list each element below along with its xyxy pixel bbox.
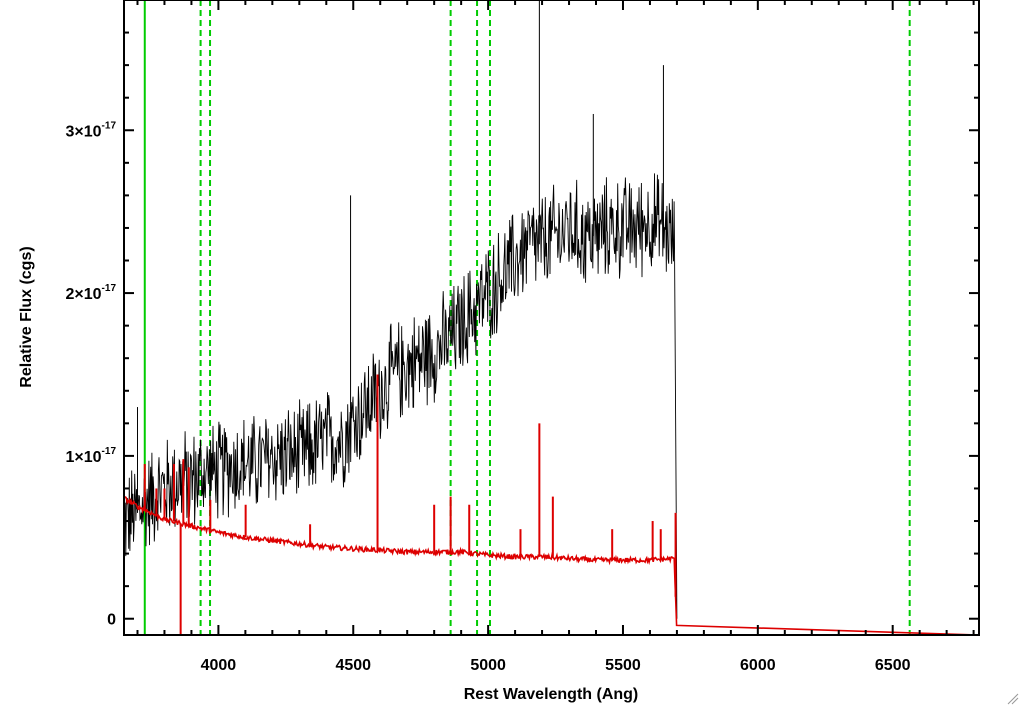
plot-frame	[123, 0, 980, 636]
y-tick-label: 0	[107, 612, 116, 629]
y-axis-ticks: 0 1×10-17 2×10-17 3×10-17	[66, 0, 979, 629]
x-tick-label: 6500	[875, 657, 911, 674]
y-tick-label: 3×10-17	[66, 120, 117, 140]
x-axis-label: Rest Wavelength (Ang)	[464, 686, 639, 703]
x-tick-label: 5500	[605, 657, 641, 674]
emission-line-markers	[143, 0, 911, 635]
series-layer	[124, 0, 979, 635]
x-tick-label: 4000	[201, 657, 237, 674]
y-axis-label: Relative Flux (cgs)	[18, 246, 35, 387]
series-observed-spectrum	[124, 173, 678, 619]
plot-background	[124, 0, 979, 635]
x-axis-ticks: 4000 4500 5000 5500 6000 6500	[136, 0, 975, 674]
x-tick-label: 4500	[335, 657, 371, 674]
resize-grip-icon[interactable]	[1007, 693, 1019, 705]
x-tick-label: 6000	[740, 657, 776, 674]
x-tick-label: 5000	[470, 657, 506, 674]
y-tick-label: 1×10-17	[66, 446, 117, 466]
series-model-spectrum	[124, 495, 979, 635]
y-tick-label: 2×10-17	[66, 283, 117, 303]
